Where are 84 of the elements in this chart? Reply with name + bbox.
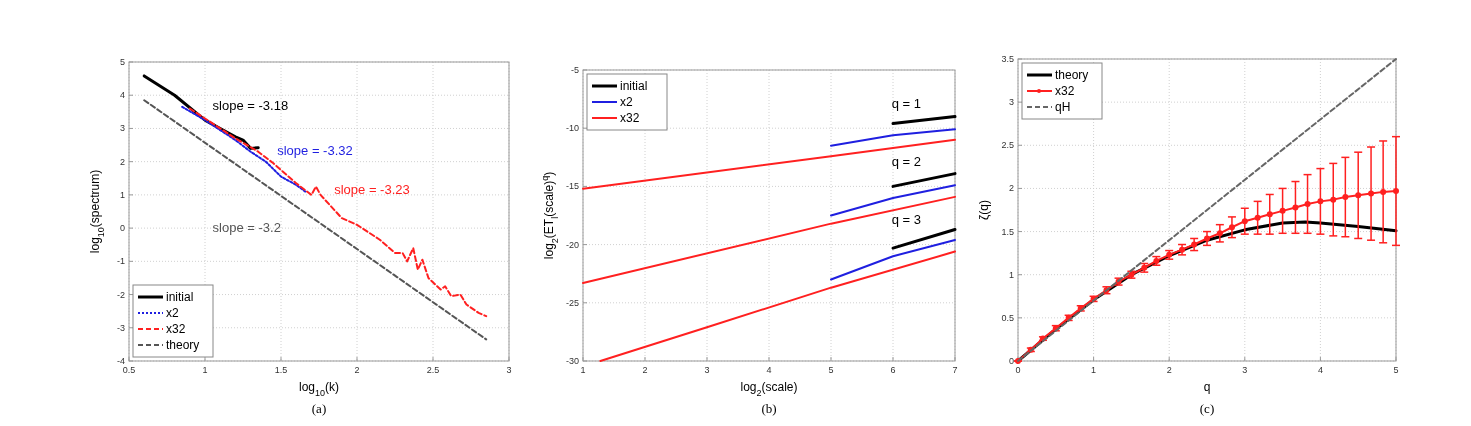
line-series <box>599 250 956 362</box>
x-tick-label: 2 <box>1166 365 1172 375</box>
legend-label: x2 <box>166 306 179 320</box>
x-tick-label: 1.5 <box>274 365 288 375</box>
y-tick-label: 4 <box>119 90 125 101</box>
y-tick-label: -20 <box>565 239 579 250</box>
text: (a) <box>311 401 327 416</box>
x-tick-label: 3 <box>1242 365 1248 375</box>
annotation: slope = -3.23 <box>334 181 410 197</box>
annotation: q = 3 <box>891 212 922 228</box>
text: (c) <box>1199 401 1215 416</box>
y-tick-label: 1.5 <box>1001 226 1014 237</box>
y-tick-label: -15 <box>565 181 579 192</box>
x-tick-label: 1 <box>202 365 208 375</box>
text: (b) <box>761 401 777 416</box>
x-tick-label: 1 <box>1091 365 1097 375</box>
y-tick-label: 0 <box>1008 356 1014 366</box>
annotation: q = 1 <box>891 95 922 111</box>
x-tick-label: 2 <box>354 365 360 375</box>
legend-label: qH <box>1055 100 1071 114</box>
point <box>1216 230 1223 237</box>
y-tick-label: -1 <box>116 256 125 267</box>
point <box>1266 211 1273 218</box>
y-tick-label: -25 <box>565 297 579 308</box>
point <box>1368 190 1375 197</box>
y-tick-label: 3 <box>119 123 125 134</box>
legend-label: theory <box>1055 68 1089 82</box>
point <box>1292 204 1299 211</box>
point <box>1254 214 1261 221</box>
x-tick-label: 4 <box>1317 365 1323 375</box>
y-tick-label: -5 <box>570 65 579 75</box>
x-tick-label: 0 <box>1015 365 1021 375</box>
annotation: slope = -3.18 <box>212 97 289 113</box>
y-tick-label: -3 <box>116 322 125 333</box>
x-tick-label: 7 <box>952 365 958 375</box>
legend-label: initial <box>620 79 648 93</box>
y-tick-label: 1 <box>119 189 125 200</box>
point <box>1279 207 1286 214</box>
annotation: q = 2 <box>891 154 922 170</box>
x-tick-label: 6 <box>890 365 896 375</box>
y-tick-label: 3.5 <box>1001 54 1014 64</box>
point <box>1380 188 1387 195</box>
x-axis-title: log$_{10}$(k) <box>298 380 340 398</box>
point <box>1204 235 1210 242</box>
x-tick-label: 1 <box>580 365 586 375</box>
x-axis-title: log$_{2}$(scale) <box>740 380 798 398</box>
x-tick-label: 2.5 <box>426 365 440 375</box>
annotation: slope = -3.2 <box>212 220 281 236</box>
x-axis-title: q <box>1203 380 1211 394</box>
legend-label: x32 <box>620 111 640 125</box>
point <box>1228 224 1235 231</box>
point <box>1355 192 1362 199</box>
legend-label: x32 <box>1055 84 1075 98</box>
legend-label: initial <box>166 290 194 304</box>
x-tick-label: 5 <box>1393 365 1399 375</box>
point <box>1342 194 1349 201</box>
y-axis-title: ζ(q) <box>977 200 991 220</box>
y-tick-label: 2 <box>119 156 125 167</box>
annotation: slope = -3.32 <box>277 142 353 158</box>
point <box>1304 200 1311 207</box>
y-tick-label: 1 <box>1008 269 1014 280</box>
legend-label: x32 <box>166 322 186 336</box>
y-tick-label: 2 <box>1008 183 1014 194</box>
legend-label: theory <box>166 338 200 352</box>
y-tick-label: 0 <box>119 223 125 234</box>
point <box>1241 218 1248 225</box>
point <box>1393 188 1399 195</box>
point <box>1191 241 1198 248</box>
x-tick-label: 4 <box>766 365 772 375</box>
y-tick-label: 2.5 <box>1001 140 1014 151</box>
point <box>1330 196 1337 203</box>
y-tick-label: -30 <box>565 356 579 366</box>
x-tick-label: 3 <box>704 365 710 375</box>
y-tick-label: 0.5 <box>1001 312 1014 323</box>
y-tick-label: -4 <box>116 356 125 366</box>
y-tick-label: 5 <box>119 57 125 67</box>
point <box>1317 198 1324 205</box>
legend-label: x2 <box>620 95 633 109</box>
x-tick-label: 5 <box>828 365 834 375</box>
y-tick-label: -2 <box>116 289 125 300</box>
y-tick-label: 3 <box>1008 97 1014 108</box>
y-tick-label: -10 <box>565 123 579 134</box>
x-tick-label: 3 <box>506 365 512 375</box>
x-tick-label: 2 <box>642 365 648 375</box>
